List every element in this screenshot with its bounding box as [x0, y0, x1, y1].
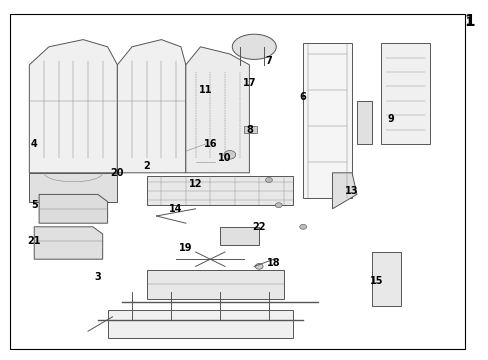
- Text: 3: 3: [94, 272, 101, 282]
- Bar: [220, 227, 259, 245]
- Text: 19: 19: [179, 243, 192, 253]
- Text: 1: 1: [465, 17, 472, 27]
- Text: 13: 13: [345, 186, 358, 196]
- Polygon shape: [371, 252, 400, 306]
- Bar: [356, 101, 371, 144]
- Bar: [244, 126, 256, 133]
- Text: 6: 6: [299, 92, 306, 102]
- Text: 14: 14: [169, 204, 183, 214]
- Text: 1: 1: [463, 14, 473, 30]
- Text: 20: 20: [110, 168, 124, 178]
- Circle shape: [224, 150, 235, 159]
- Polygon shape: [29, 40, 117, 173]
- Polygon shape: [107, 310, 293, 338]
- Polygon shape: [332, 173, 356, 209]
- Circle shape: [299, 224, 306, 229]
- Polygon shape: [29, 173, 117, 202]
- Circle shape: [265, 177, 272, 183]
- Text: 11: 11: [198, 85, 212, 95]
- Text: 5: 5: [31, 200, 38, 210]
- Polygon shape: [146, 270, 283, 299]
- Text: 12: 12: [188, 179, 202, 189]
- Text: 22: 22: [252, 222, 265, 232]
- Text: 2: 2: [143, 161, 150, 171]
- Ellipse shape: [232, 34, 276, 59]
- Polygon shape: [303, 43, 351, 198]
- Text: 16: 16: [203, 139, 217, 149]
- Polygon shape: [117, 40, 185, 173]
- Text: 8: 8: [245, 125, 252, 135]
- Text: 21: 21: [27, 236, 41, 246]
- Text: 9: 9: [387, 114, 394, 124]
- Text: 15: 15: [369, 276, 383, 286]
- Polygon shape: [39, 194, 107, 223]
- Polygon shape: [34, 227, 102, 259]
- Polygon shape: [185, 47, 249, 173]
- Text: 10: 10: [218, 153, 231, 163]
- Polygon shape: [381, 43, 429, 144]
- Text: 17: 17: [242, 78, 256, 88]
- Text: 4: 4: [31, 139, 38, 149]
- Text: 7: 7: [265, 56, 272, 66]
- Circle shape: [255, 264, 263, 269]
- Circle shape: [275, 203, 282, 208]
- Polygon shape: [146, 176, 293, 205]
- Text: 18: 18: [266, 258, 280, 268]
